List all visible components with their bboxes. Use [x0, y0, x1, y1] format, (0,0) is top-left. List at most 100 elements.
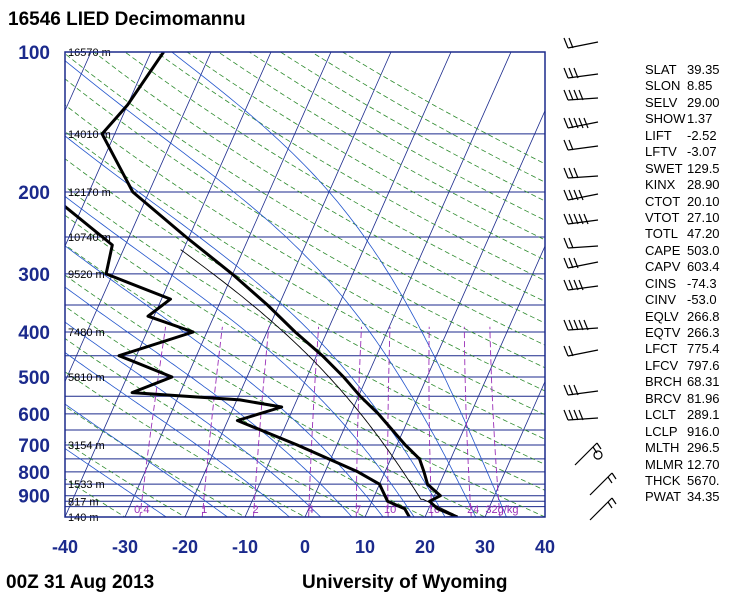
moist-adiabat-line — [65, 195, 415, 517]
index-row: SHOW 1.37 — [645, 111, 740, 127]
dry-adiabat-line — [65, 104, 545, 392]
wind-barbs — [563, 37, 617, 521]
index-value: 266.8 — [687, 308, 720, 324]
index-value: 27.10 — [687, 209, 720, 225]
index-row: LFCT 775.4 — [645, 341, 740, 357]
index-value: 289.1 — [687, 407, 720, 423]
pressure-tick-label: 900 — [18, 487, 50, 508]
dry-adiabat-line — [65, 130, 545, 416]
wind-barb-icon — [563, 319, 599, 331]
pressure-tick-label: 200 — [18, 183, 50, 204]
calm-wind-icon — [593, 450, 603, 460]
index-name: CINV — [645, 292, 677, 308]
index-row: SLAT 39.35 — [645, 62, 740, 78]
height-label: 7480 m — [68, 327, 105, 339]
mixing-ratio-line — [355, 326, 362, 517]
dry-adiabat-line — [186, 52, 545, 261]
temperature-tick-label: 30 — [475, 537, 495, 557]
index-name: LFTV — [645, 144, 677, 160]
index-name: SHOW — [645, 111, 686, 127]
wind-barb-icon — [563, 139, 599, 151]
index-value: -74.3 — [687, 275, 717, 291]
height-label: 9520 m — [68, 269, 105, 281]
isotherm-line — [304, 52, 512, 517]
moist-adiabat-line — [65, 135, 446, 517]
index-row: EQTV 266.3 — [645, 325, 740, 341]
index-value: 81.96 — [687, 390, 720, 406]
pressure-tick-label: 300 — [18, 265, 50, 286]
wind-barb-icon — [563, 237, 599, 249]
mixing-ratio-label: 32g/kg — [485, 504, 518, 516]
mixing-ratio-label: 0.4 — [134, 504, 149, 516]
index-row: MLMR 12.70 — [645, 457, 740, 473]
index-row: KINX 28.90 — [645, 177, 740, 193]
index-row: LFTV -3.07 — [645, 144, 740, 160]
chart-title: 16546 LIED Decimomannu — [8, 9, 246, 30]
moist-adiabat-line — [65, 286, 353, 517]
index-row: PWAT 34.35 — [645, 489, 740, 505]
wind-barb-icon — [563, 213, 599, 225]
index-name: THCK — [645, 472, 681, 488]
pressure-tick-label: 100 — [18, 43, 50, 64]
mixing-ratio-line — [387, 326, 391, 517]
temperature-tick-label: 0 — [300, 537, 310, 557]
index-name: SWET — [645, 160, 683, 176]
plot-frame — [64, 51, 546, 518]
height-label: 140 m — [68, 512, 99, 524]
index-value: 775.4 — [687, 341, 720, 357]
wind-barb-icon — [563, 409, 599, 421]
dewpoint-profile — [65, 204, 411, 517]
mixing-ratio-label: 10 — [384, 504, 396, 516]
height-label: 1533 m — [68, 479, 105, 491]
height-label: 14010 m — [68, 129, 111, 141]
height-label: 16570 m — [68, 47, 111, 59]
pressure-tick-label: 700 — [18, 436, 50, 457]
index-name: CAPE — [645, 242, 681, 258]
wind-barb-icon — [589, 472, 617, 496]
dry-adiabat-line — [65, 186, 545, 465]
dry-adiabat-line — [65, 53, 545, 346]
index-row: CINV -53.0 — [645, 292, 740, 308]
index-name: MLTH — [645, 440, 680, 456]
temperature-tick-label: 20 — [415, 537, 435, 557]
thermo-grid — [65, 52, 545, 517]
index-row: LCLT 289.1 — [645, 407, 740, 423]
mixing-ratio-label: 4 — [308, 504, 314, 516]
mixing-ratio-line — [463, 326, 472, 517]
wind-barb-icon — [563, 67, 599, 79]
mixing-ratio-label: 1 — [201, 504, 207, 516]
index-row: TOTL 47.20 — [645, 226, 740, 242]
index-row: SLON 8.85 — [645, 78, 740, 94]
index-value: 503.0 — [687, 242, 720, 258]
dry-adiabat-line — [65, 305, 426, 517]
isotherm-line — [244, 52, 452, 517]
index-name: PWAT — [645, 489, 682, 505]
index-row: BRCV 81.96 — [645, 391, 740, 407]
isotherm-line — [484, 380, 545, 517]
isotherm-line — [184, 52, 392, 517]
index-value: -53.0 — [687, 292, 717, 308]
index-name: LIFT — [645, 127, 672, 143]
index-value: 29.00 — [687, 94, 720, 110]
isotherm-line — [65, 52, 212, 383]
pressure-tick-label: 400 — [18, 323, 50, 344]
mixing-ratio-line — [253, 326, 270, 517]
moist-adiabat-line — [65, 321, 322, 517]
mixing-ratio-label: 7 — [355, 504, 361, 516]
index-value: 34.35 — [687, 489, 720, 505]
index-name: LFCV — [645, 357, 679, 373]
wind-barb-icon — [589, 497, 617, 521]
index-row: MLTH 296.5 — [645, 440, 740, 456]
wind-barb-icon — [563, 167, 599, 179]
height-label: 817 m — [68, 496, 99, 508]
index-name: TOTL — [645, 226, 678, 242]
index-row: CAPV 603.4 — [645, 259, 740, 275]
date-label: 00Z 31 Aug 2013 — [6, 572, 154, 593]
mixing-ratio-label: 2 — [252, 504, 258, 516]
pressure-tick-label: 500 — [18, 368, 50, 389]
index-name: KINX — [645, 177, 676, 193]
index-value: 8.85 — [687, 78, 713, 94]
wind-barb-icon — [563, 384, 599, 396]
